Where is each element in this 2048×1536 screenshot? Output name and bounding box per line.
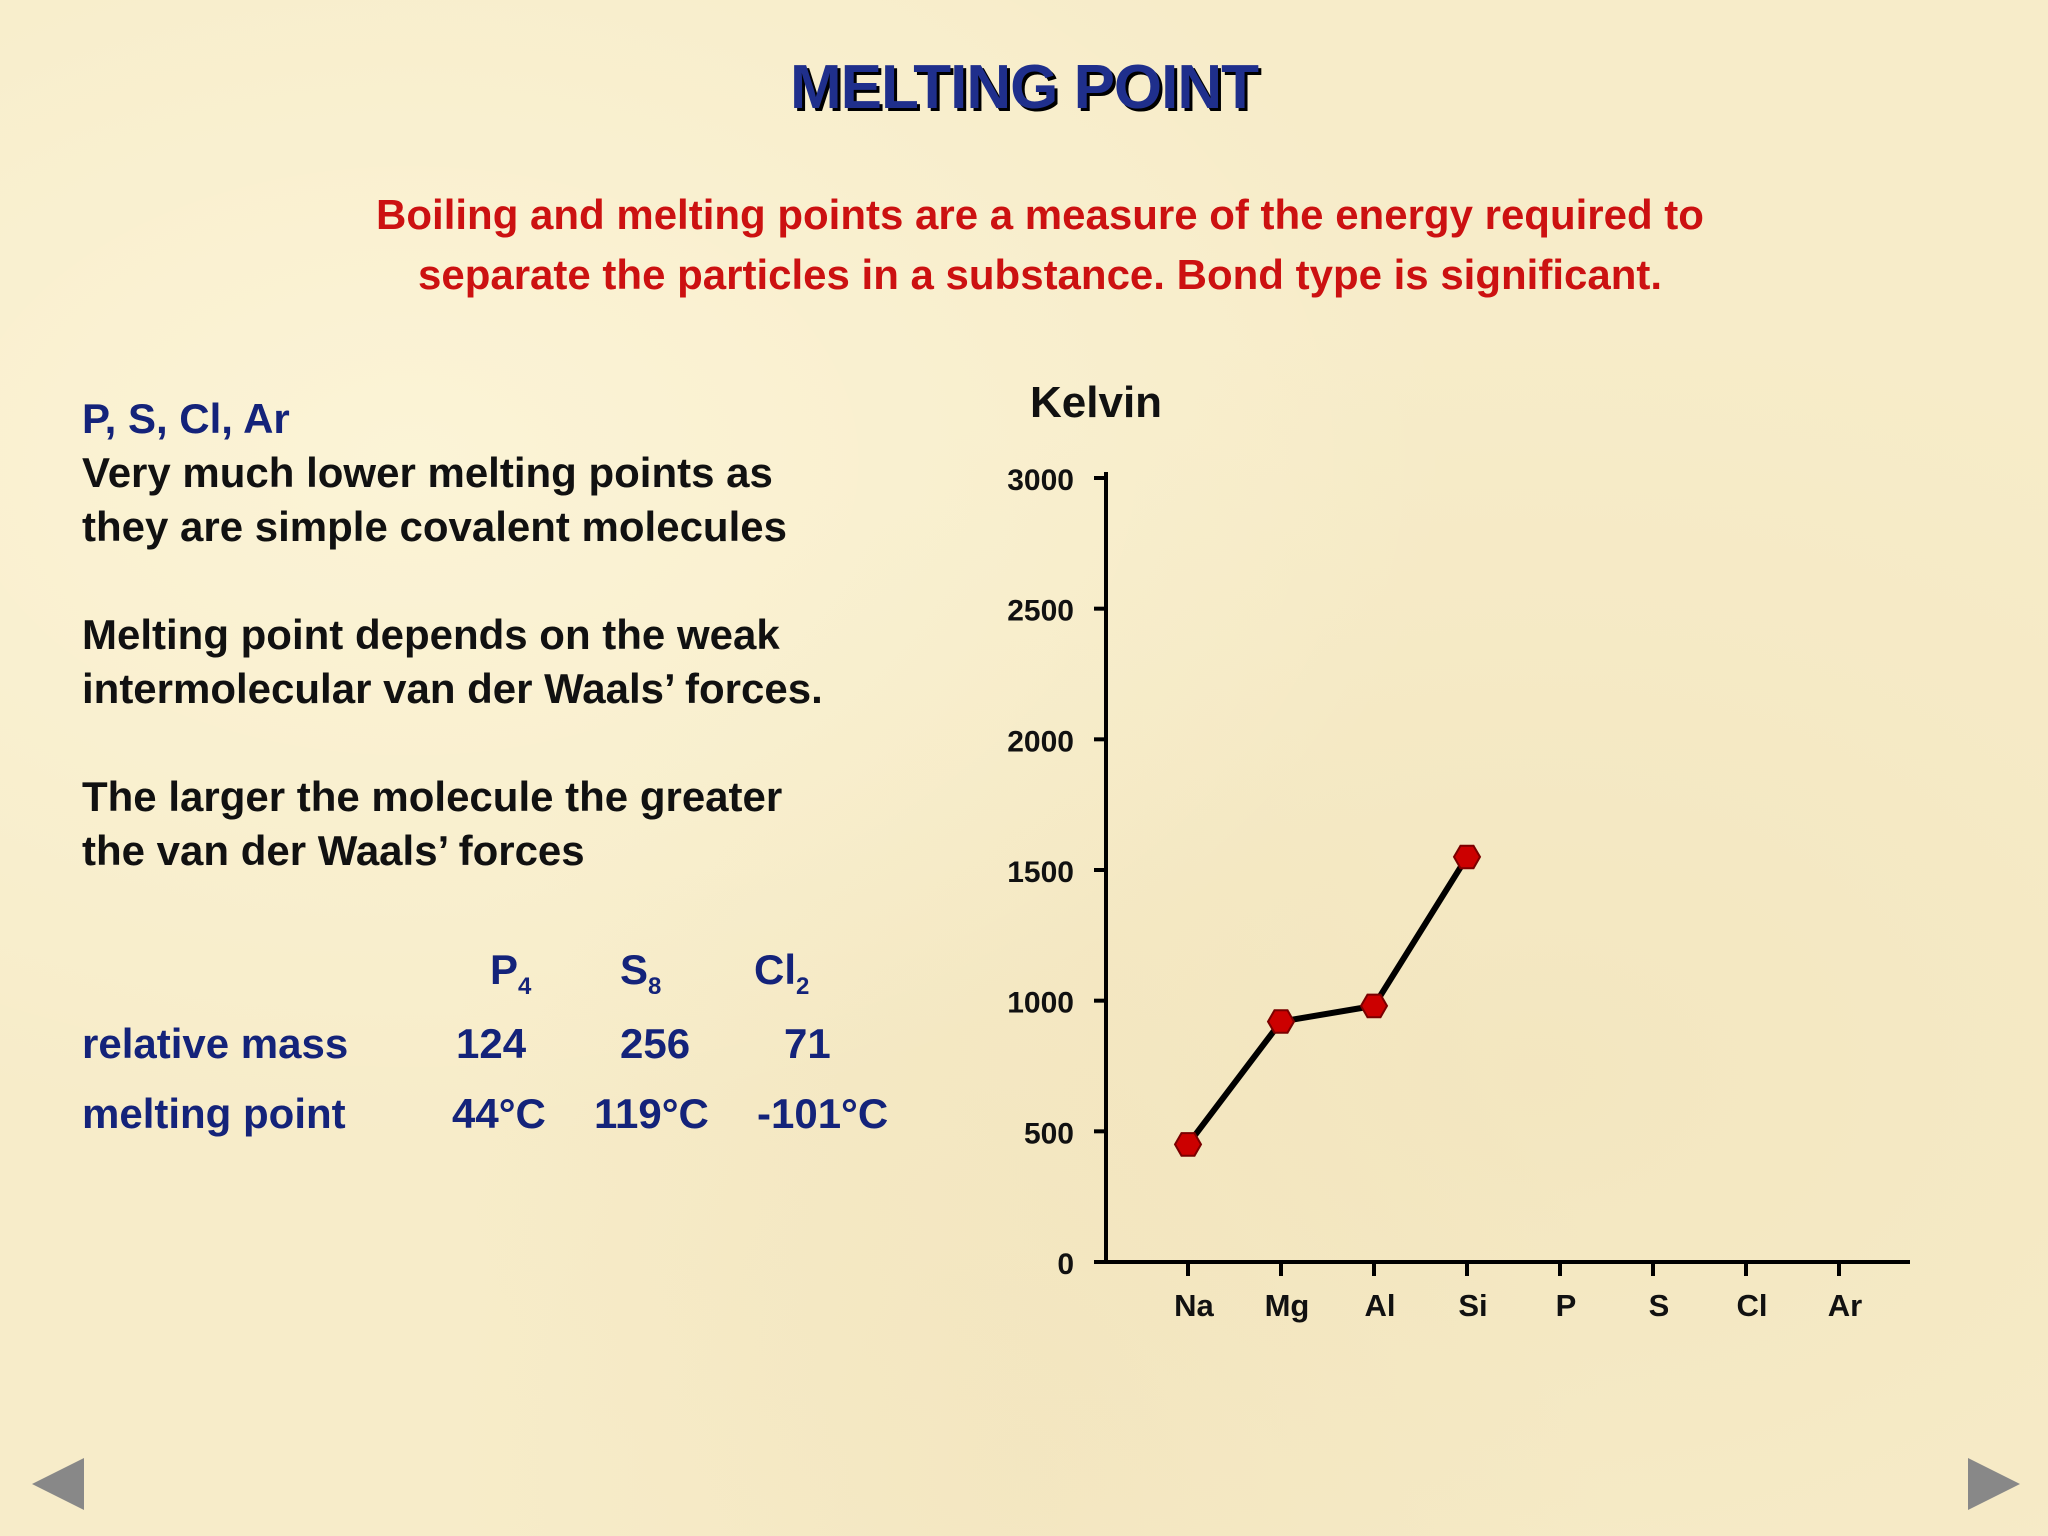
formula-cl2: Cl2 bbox=[754, 946, 810, 1000]
x-tick-label: P bbox=[1556, 1288, 1577, 1323]
paragraph-2-line-2: intermolecular van der Waals’ forces. bbox=[82, 665, 823, 712]
subtitle: Boiling and melting points are a measure… bbox=[240, 185, 1840, 305]
melting-point-s8: 119°C bbox=[594, 1090, 709, 1137]
y-tick-label: 1500 bbox=[1007, 856, 1074, 889]
x-tick-label: Na bbox=[1174, 1288, 1214, 1323]
relative-mass-p4: 124 bbox=[456, 1020, 527, 1067]
x-tick-label: Si bbox=[1458, 1288, 1487, 1323]
row-label-melting-point: melting point bbox=[82, 1090, 346, 1137]
series-line bbox=[1185, 855, 1470, 1147]
paragraph-3-line-2: the van der Waals’ forces bbox=[82, 827, 585, 874]
subtitle-line-2: separate the particles in a substance. B… bbox=[417, 251, 1663, 298]
paragraph-1-line-2: they are simple covalent molecules bbox=[82, 503, 787, 550]
relative-mass-s8: 256 bbox=[620, 1020, 691, 1067]
subtitle-line-1: Boiling and melting points are a measure… bbox=[376, 191, 1704, 238]
y-axis-label: Kelvin bbox=[1030, 378, 1163, 427]
melting-point-chart: 3000 2500 2000 1500 1000 500 0 Na Mg Al Si P S Cl Ar bbox=[1007, 464, 1910, 1323]
paragraph-2-line-1: Melting point depends on the weak bbox=[82, 611, 780, 658]
element-list: P, S, Cl, Ar bbox=[82, 395, 290, 442]
row-label-relative-mass: relative mass bbox=[82, 1020, 349, 1067]
x-tick-label: Mg bbox=[1265, 1288, 1310, 1323]
relative-mass-cl2: 71 bbox=[784, 1020, 831, 1067]
data-point bbox=[1452, 844, 1482, 870]
formula-s8: S8 bbox=[620, 946, 662, 1000]
explanation-text: P, S, Cl, Ar Very much lower melting poi… bbox=[82, 392, 942, 878]
y-tick-label: 500 bbox=[1024, 1117, 1074, 1150]
y-tick-label: 1000 bbox=[1007, 987, 1074, 1020]
x-tick-label: S bbox=[1649, 1288, 1670, 1323]
data-point bbox=[1173, 1132, 1203, 1157]
triangle-right-icon[interactable] bbox=[1968, 1458, 2020, 1510]
data-point bbox=[1359, 993, 1389, 1019]
paragraph-1-line-1: Very much lower melting points as bbox=[82, 449, 773, 496]
y-tick-label: 0 bbox=[1057, 1248, 1074, 1281]
x-tick-label: Al bbox=[1365, 1288, 1396, 1323]
x-tick-label: Cl bbox=[1737, 1288, 1768, 1323]
x-tick-label: Ar bbox=[1828, 1288, 1862, 1323]
triangle-left-icon[interactable] bbox=[32, 1458, 84, 1510]
paragraph-3-line-1: The larger the molecule the greater bbox=[82, 773, 783, 820]
y-tick-label: 2000 bbox=[1007, 725, 1074, 758]
melting-point-p4: 44°C bbox=[452, 1090, 546, 1137]
page-title: MELTING POINT bbox=[789, 53, 1259, 122]
y-tick-label: 2500 bbox=[1007, 595, 1074, 628]
data-point bbox=[1266, 1009, 1296, 1034]
formula-p4: P4 bbox=[490, 946, 532, 1000]
melting-point-cl2: -101°C bbox=[757, 1090, 889, 1137]
y-tick-label: 3000 bbox=[1007, 464, 1074, 497]
